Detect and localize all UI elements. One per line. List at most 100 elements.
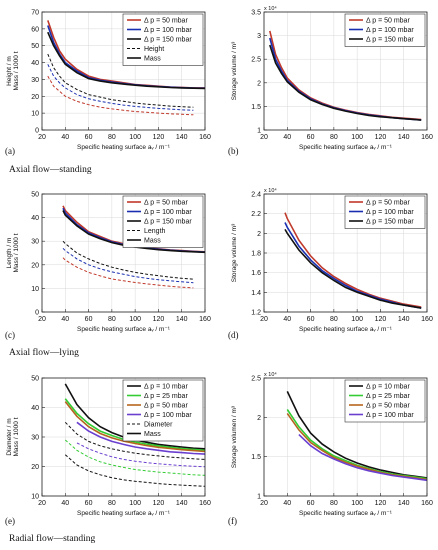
section-title-axial-lying: Axial flow—lying — [9, 348, 79, 358]
x-tick-label: 20 — [260, 316, 268, 323]
legend-label: Length — [144, 228, 166, 235]
y-tick-label: 2.4 — [251, 192, 261, 199]
legend-box — [122, 379, 204, 442]
legend-label: Mass — [144, 431, 161, 438]
legend-label: Δ p = 150 mbar — [144, 219, 192, 226]
x-tick-label: 120 — [153, 316, 165, 323]
x-tick-label: 40 — [61, 316, 69, 323]
x-tick-label: 20 — [260, 500, 268, 507]
chart-f: 20 40 60 80 100 120 140 160 1 1.5 2 2.5 x 10⁴ Specifi… — [222, 368, 437, 528]
y-tick-label: 30 — [31, 435, 39, 442]
x-tick-label: 100 — [129, 316, 141, 323]
series-line-5 — [62, 247, 194, 284]
y-tick-label: 3.5 — [251, 10, 261, 17]
x-tick-label: 60 — [85, 500, 93, 507]
x-tick-label: 160 — [421, 134, 433, 141]
y-tick-label: 2 — [257, 415, 261, 422]
legend-label: Δ p = 25 mbar — [366, 393, 410, 400]
x-tick-label: 120 — [153, 134, 165, 141]
x-axis-label: Specific heating surface aᵥ / m⁻¹ — [299, 326, 393, 333]
x-axis-label: Specific heating surface aᵥ / m⁻¹ — [77, 144, 171, 151]
x-tick-label: 100 — [129, 500, 141, 507]
x-tick-label: 120 — [375, 316, 387, 323]
series-line-4 — [47, 53, 194, 108]
y-tick-label: 60 — [31, 26, 39, 33]
series-line-4 — [62, 240, 194, 280]
y-tick-label: 2 — [257, 80, 261, 87]
y-axis-label: Mass / 1000 t — [13, 51, 20, 90]
legend-label: Δ p = 100 mbar — [366, 27, 414, 34]
x-tick-label: 140 — [176, 316, 188, 323]
series-line-3 — [284, 228, 422, 309]
x-tick-label: 20 — [38, 316, 46, 323]
x-tick-label: 80 — [108, 316, 116, 323]
y-axis-label: Storage volumen / m³ — [231, 405, 238, 468]
x-axis-label: Specific heating surface aᵥ / m⁻¹ — [299, 510, 393, 517]
legend-label: Mass — [144, 56, 161, 63]
x-tick-label: 60 — [307, 134, 315, 141]
legend-label: Diameter — [144, 422, 173, 429]
y-multiplier: x 10⁴ — [264, 371, 277, 378]
y-tick-label: 2.5 — [251, 57, 261, 64]
legend-label: Δ p = 50 mbar — [144, 200, 188, 207]
y-axis-label: Diameter / m — [6, 418, 13, 455]
y-tick-label: 30 — [31, 77, 39, 84]
x-tick-label: 140 — [398, 316, 410, 323]
section-title-axial-standing: Axial flow—standing — [9, 165, 92, 175]
chart-c: 20 40 60 80 100 120 140 160 0 10 20 30 40 50 Specific … — [0, 184, 215, 344]
x-tick-label: 140 — [398, 500, 410, 507]
y-tick-label: 50 — [31, 192, 39, 199]
series-line-8 — [64, 454, 206, 487]
series-line-5 — [64, 421, 206, 460]
y-tick-label: 1.2 — [251, 310, 261, 317]
y-tick-label: 40 — [31, 405, 39, 412]
series-line-3 — [47, 31, 206, 90]
y-multiplier: x 10⁴ — [264, 5, 277, 12]
x-axis-label: Specific heating surface aᵥ / m⁻¹ — [77, 326, 171, 333]
y-tick-label: 1.5 — [251, 104, 261, 111]
panel-letter-d: (d) — [228, 330, 239, 340]
panel-letter-a: (a) — [5, 146, 15, 156]
legend-label: Δ p = 100 mbar — [366, 209, 414, 216]
series-line-6 — [62, 257, 194, 289]
y-tick-label: 0 — [35, 310, 39, 317]
y-tick-label: 50 — [31, 376, 39, 383]
y-axis-label: Height / m — [6, 56, 13, 86]
series-line-6 — [76, 442, 206, 468]
x-tick-label: 60 — [307, 316, 315, 323]
legend-label: Δ p = 100 mbar — [144, 209, 192, 216]
x-tick-label: 60 — [307, 500, 315, 507]
x-tick-label: 40 — [61, 500, 69, 507]
x-tick-label: 40 — [283, 134, 291, 141]
x-tick-label: 120 — [375, 500, 387, 507]
x-tick-label: 160 — [421, 500, 433, 507]
x-tick-label: 40 — [283, 500, 291, 507]
y-tick-label: 30 — [31, 239, 39, 246]
series-line-4 — [298, 434, 428, 482]
x-tick-label: 100 — [129, 134, 141, 141]
chart-b: 20 40 60 80 100 120 140 160 1 1.5 2 2.5 3 3.5 x 10⁴ Spe… — [222, 2, 437, 162]
y-tick-label: 1.5 — [251, 454, 261, 461]
x-tick-label: 80 — [330, 500, 338, 507]
y-axis-label: Length / m — [6, 238, 13, 269]
panel-letter-e: (e) — [5, 516, 15, 526]
y-tick-label: 10 — [31, 111, 39, 118]
y-tick-label: 2.2 — [251, 211, 261, 218]
x-axis-label: Specific heating surface aᵥ / m⁻¹ — [77, 510, 171, 517]
x-tick-label: 40 — [283, 316, 291, 323]
y-tick-label: 2.5 — [251, 376, 261, 383]
series-line-7 — [64, 439, 206, 476]
y-tick-label: 1 — [257, 128, 261, 135]
legend-label: Δ p = 25 mbar — [144, 393, 188, 400]
x-tick-label: 160 — [199, 134, 211, 141]
panel-letter-f: (f) — [228, 516, 237, 526]
x-tick-label: 80 — [330, 316, 338, 323]
x-tick-label: 100 — [351, 316, 363, 323]
y-axis-label: Storage volume / m³ — [231, 223, 238, 282]
x-tick-label: 160 — [199, 500, 211, 507]
y-tick-label: 1 — [257, 494, 261, 501]
legend-label: Δ p = 150 mbar — [144, 37, 192, 44]
x-axis-label: Specific heating surface aᵥ / m⁻¹ — [299, 144, 393, 151]
y-axis-label: Mass / 1000 t — [13, 233, 20, 272]
legend-label: Δ p = 50 mbar — [366, 18, 410, 25]
